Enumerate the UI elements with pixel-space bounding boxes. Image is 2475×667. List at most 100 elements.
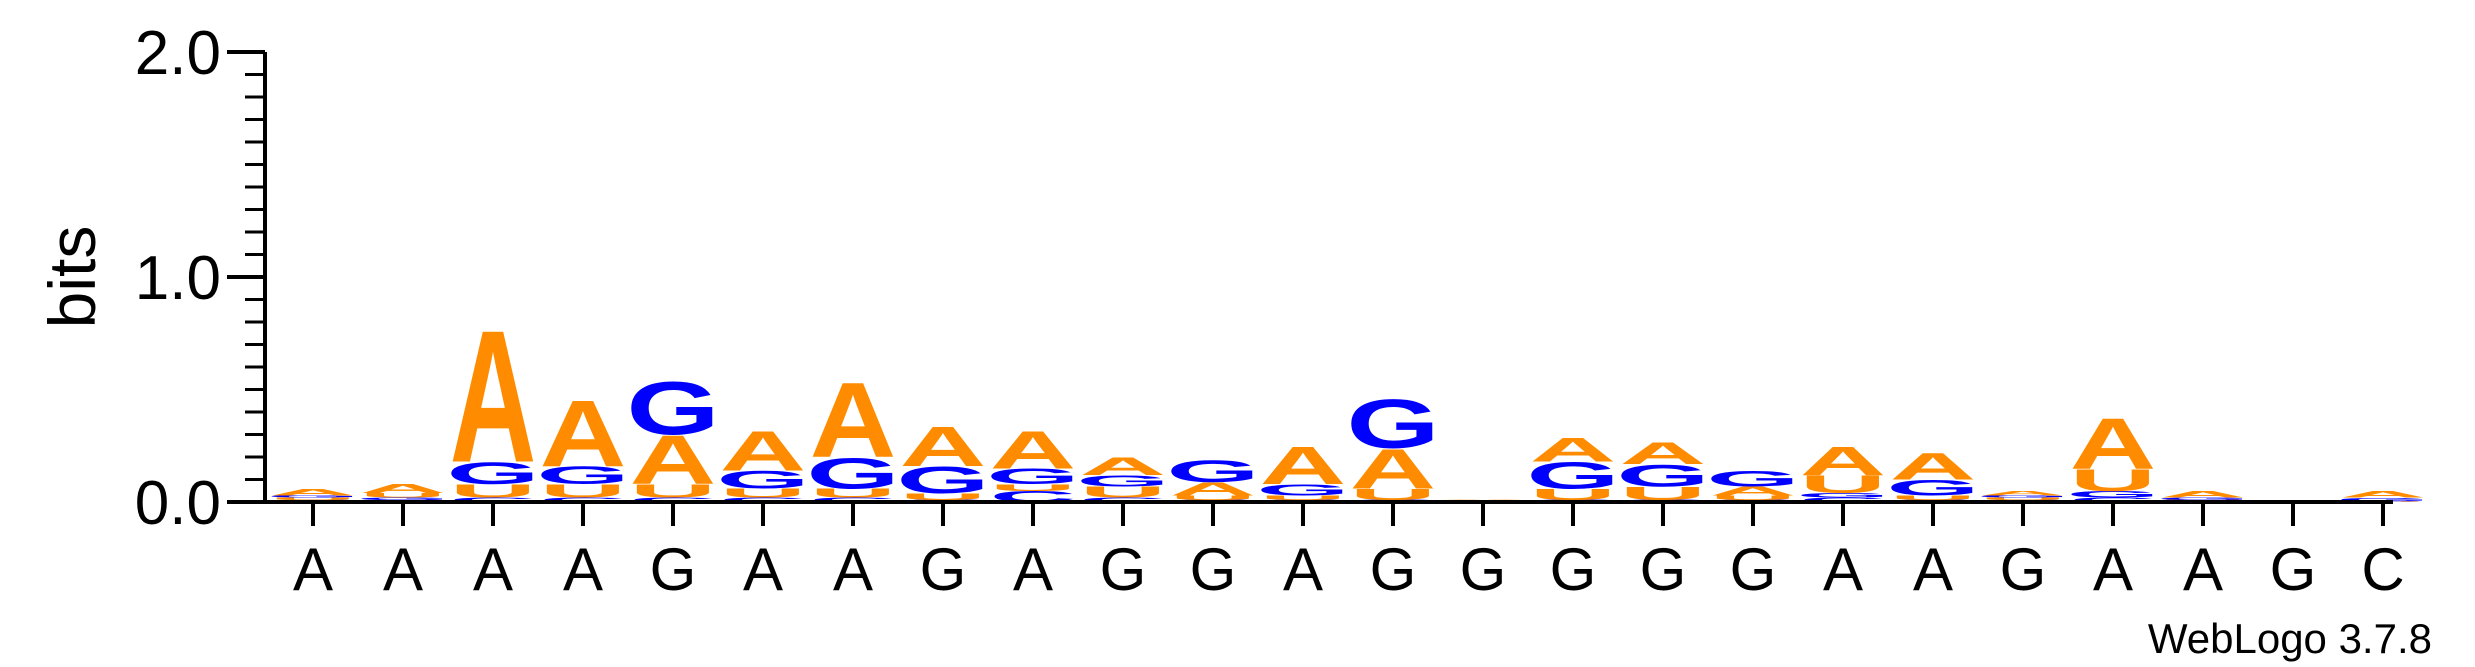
logo-letter-a: A [1890,445,1977,487]
logo-letter-a: A [2070,403,2157,484]
x-tick-label: G [1550,536,1597,603]
x-tick-label: A [563,536,603,603]
logo-letter-a: A [360,482,447,496]
logo-letter-a: A [270,487,357,498]
logo-letter-g: G [446,456,539,491]
logo-letter-g: G [1256,481,1349,498]
logo-letter-g: G [356,497,449,501]
x-tick-label: A [473,536,513,603]
logo-letter-a: A [720,419,807,482]
logo-letter-u: U [1350,486,1437,503]
x-tick-label: A [293,536,333,603]
logo-letter-a: A [1710,484,1797,498]
x-tick-label: A [1013,536,1053,603]
y-tick-label: 2.0 [135,19,221,88]
x-tick-label: G [1460,536,1507,603]
x-tick-label: G [1100,536,1147,603]
logo-letter-a: A [1800,438,1887,484]
logo-letter-a: A [450,292,537,502]
logo-letter-g: G [1526,454,1619,496]
logo-letter-u: U [270,497,357,501]
x-tick-label: A [2093,536,2133,603]
logo-letter-u: U [1710,494,1797,501]
logo-letter-g: G [1166,453,1259,488]
y-axis-label: bits [35,226,109,329]
x-tick-label: A [743,536,783,603]
x-tick-label: A [1823,536,1863,603]
logo-letter-c: C [540,496,627,503]
logo-letter-u: U [1080,484,1167,501]
x-tick-label: G [920,536,967,603]
logo-letter-a: A [1620,435,1707,470]
logo-letter-c: C [450,496,537,503]
logo-letter-g: G [1346,385,1439,463]
logo-letter-a: A [2160,489,2247,500]
x-tick-label: G [650,536,697,603]
logo-letter-g: G [2066,489,2159,500]
x-tick-label: G [1190,536,1237,603]
logo-letter-a: A [990,420,1077,480]
logo-letter-u: U [1980,497,2067,501]
logo-letter-c: C [2070,496,2157,503]
x-tick-label: A [833,536,873,603]
logo-letter-u: U [540,481,627,502]
logo-letter-a: A [2340,489,2427,500]
logo-letter-c: C [720,496,807,503]
logo-letter-g: G [1976,495,2069,499]
letter-stacks: CUGACGUACUGACUGACUAGCUGACUGACUGACUGACUGA… [266,292,2429,505]
logo-letter-g: G [2156,497,2249,501]
logo-letter-u: U [1170,494,1257,501]
logo-letter-a: A [900,415,987,478]
logo-letter-g: G [1616,458,1709,493]
logo-letter-u: U [1800,471,1887,499]
logo-letter-u: U [1530,486,1617,503]
logo-letter-a: A [1170,478,1257,499]
logo-letter-a: A [1440,499,1527,500]
logo-letter-a: A [1260,436,1347,496]
logo-letter-a: A [540,380,627,486]
x-tick-label: A [1283,536,1323,603]
logo-letter-g: G [626,367,719,451]
logo-letter-c: C [630,496,717,503]
x-tick-label: C [2361,536,2404,603]
logo-letter-g: G [1706,467,1799,491]
logo-letter-a: A [1080,453,1167,481]
y-tick-label: 0.0 [135,469,221,538]
logo-letter-u: U [720,486,807,500]
logo-letter-g: G [716,466,809,494]
weblogo-version-label: WebLogo 3.7.8 [2148,615,2432,662]
x-tick-label: A [2183,536,2223,603]
logo-letter-u: U [810,486,897,500]
logo-letter-u: U [630,481,717,502]
logo-letter-a: A [1350,437,1437,500]
y-tick-label: 1.0 [135,244,221,313]
logo-letter-g: G [2336,497,2429,502]
logo-letter-u: U [1620,483,1707,504]
y-axis-ticks: 0.0 1.0 2.0 [135,19,265,538]
x-tick-label: G [2000,536,2047,603]
x-tick-label: G [1370,536,1417,603]
logo-letter-u: U [990,482,1077,493]
logo-letter-g: G [266,495,359,499]
y-axis: 0.0 1.0 2.0 bits [35,19,267,538]
logo-letter-u: U [1260,494,1347,501]
logo-letter-g: G [1076,472,1169,489]
logo-letter-g: G [1886,476,1979,500]
x-tick-label: G [1730,536,1777,603]
logo-letter-a: A [1980,490,2067,497]
x-tick-label: G [1640,536,1687,603]
logo-letter-u: U [900,491,987,502]
logo-letter-g: G [536,462,629,490]
x-tick-label: G [2270,536,2317,603]
logo-letter-u: U [1890,494,1977,501]
x-tick-label: A [383,536,423,603]
logo-letter-a: A [630,421,717,499]
logo-letter-a: A [1530,430,1617,469]
logo-letter-a: A [810,361,897,480]
x-tick-label: A [1913,536,1953,603]
logo-letter-u: U [450,481,537,502]
logo-letter-c: C [1800,496,1887,503]
